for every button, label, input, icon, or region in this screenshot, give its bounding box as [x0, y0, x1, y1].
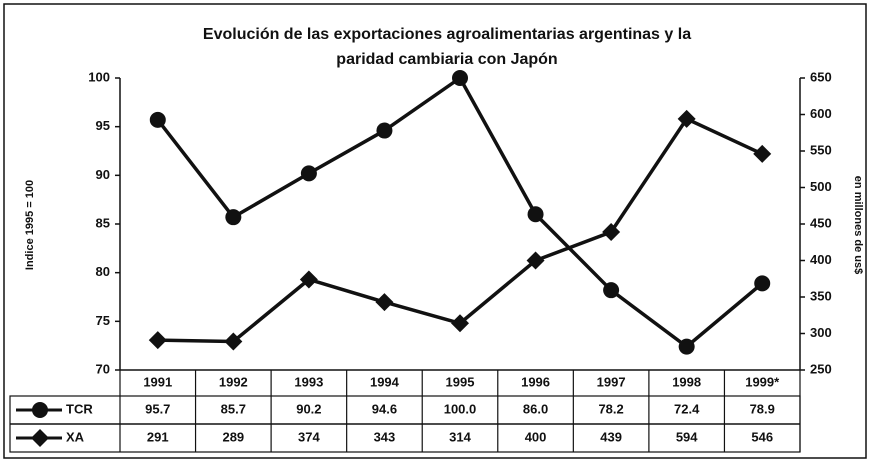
table-value: 85.7 — [221, 401, 246, 416]
table-value: 374 — [298, 429, 320, 444]
table-value: 95.7 — [145, 401, 170, 416]
data-point — [376, 122, 393, 139]
legend-label: XA — [66, 429, 85, 444]
y2-tick-label: 650 — [810, 69, 832, 84]
table-value: 78.2 — [598, 401, 623, 416]
x-tick-label: 1993 — [294, 374, 323, 389]
series-line — [156, 75, 764, 349]
y-tick-label: 100 — [88, 69, 110, 84]
y2-tick-label: 600 — [810, 106, 832, 121]
table-value: 343 — [374, 429, 396, 444]
table-value: 546 — [751, 429, 773, 444]
data-point — [300, 165, 317, 182]
x-tick-label: 1994 — [370, 374, 400, 389]
data-point — [451, 314, 469, 333]
data-point — [678, 338, 695, 355]
y-axis-label: Indice 1995 = 100 — [24, 180, 36, 270]
data-point — [148, 331, 167, 350]
data-point — [452, 70, 468, 86]
y2-tick-label: 500 — [810, 179, 832, 194]
table-value: 594 — [676, 429, 698, 444]
legend-marker — [31, 429, 49, 447]
x-tick-label: 1995 — [446, 374, 475, 389]
series-line — [157, 116, 763, 344]
y-tick-label: 80 — [96, 264, 110, 279]
y-tick-label: 70 — [96, 361, 110, 376]
y-tick-label: 75 — [96, 313, 110, 328]
frame — [3, 3, 867, 459]
data-point — [754, 275, 771, 292]
y2-axis-label: en millones de us$ — [852, 176, 864, 274]
data-point — [602, 223, 621, 242]
table-value: 314 — [449, 429, 471, 444]
data-point — [225, 209, 242, 226]
table-value: 72.4 — [674, 401, 700, 416]
data-point — [603, 282, 620, 299]
data-point — [375, 293, 394, 312]
y-tick-label: 90 — [96, 167, 110, 182]
y-tick-label: 85 — [96, 215, 110, 230]
table-value: 289 — [222, 429, 244, 444]
legend-marker — [32, 402, 48, 418]
table-value: 78.9 — [750, 401, 775, 416]
y-tick-label: 95 — [96, 118, 110, 133]
data-point — [526, 251, 545, 270]
data-point — [753, 144, 772, 163]
y2-tick-label: 300 — [810, 325, 832, 340]
y2-tick-label: 250 — [810, 361, 832, 376]
table-value: 400 — [525, 429, 547, 444]
y2-tick-label: 350 — [810, 288, 832, 303]
legend-label: TCR — [66, 401, 93, 416]
x-tick-label: 1998 — [672, 374, 701, 389]
table-value: 94.6 — [372, 401, 397, 416]
table-value: 439 — [600, 429, 622, 444]
x-tick-label: 1996 — [521, 374, 550, 389]
chart-title: paridad cambiaria con Japón — [336, 51, 557, 68]
x-tick-label: 1997 — [597, 374, 626, 389]
x-tick-label: 1992 — [219, 374, 248, 389]
y2-tick-label: 550 — [810, 142, 832, 157]
table-value: 86.0 — [523, 401, 548, 416]
data-point — [299, 270, 318, 289]
table-value: 90.2 — [296, 401, 321, 416]
data-point — [527, 206, 544, 223]
y2-tick-label: 450 — [810, 215, 832, 230]
x-tick-label: 1999* — [745, 374, 780, 389]
y2-tick-label: 400 — [810, 252, 832, 267]
table-value: 100.0 — [444, 401, 477, 416]
table-value: 291 — [147, 429, 169, 444]
x-tick-label: 1991 — [143, 374, 172, 389]
data-point — [224, 332, 243, 351]
data-point — [677, 109, 696, 128]
chart-title: Evolución de las exportaciones agroalime… — [203, 26, 691, 43]
data-point — [149, 111, 166, 128]
